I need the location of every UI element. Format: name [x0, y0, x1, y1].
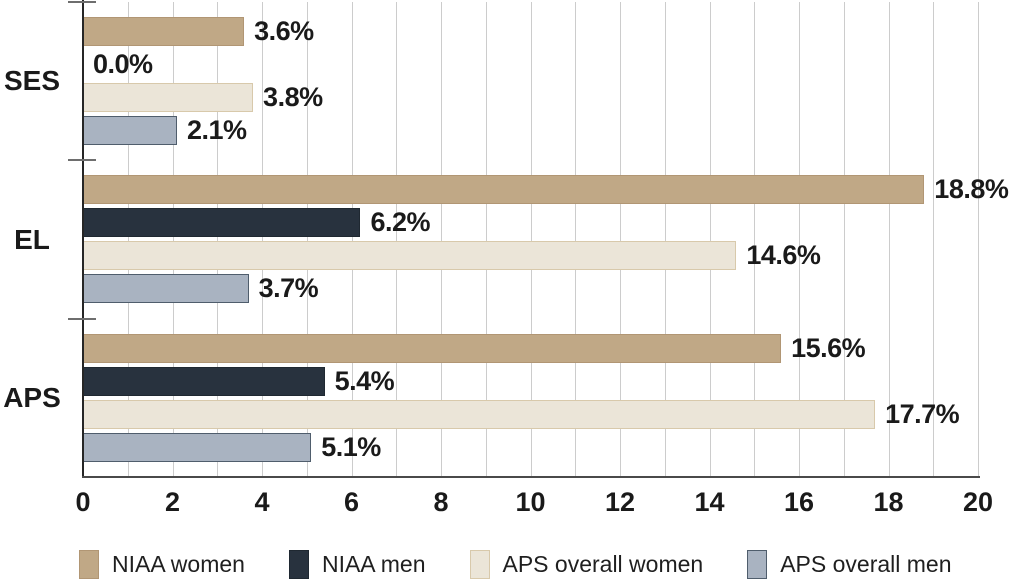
- x-tick-label-2: 2: [164, 487, 181, 517]
- y-axis-tick: [68, 159, 96, 162]
- bar-row: 3.8%: [83, 82, 978, 113]
- x-tick-label-0: 0: [75, 487, 91, 517]
- gridline: [575, 2, 577, 477]
- x-tick-label-18: 18: [873, 487, 904, 517]
- category-label-el: EL: [14, 223, 50, 255]
- bar-value-label: 18.8%: [934, 174, 1009, 205]
- bar-value-label: 2.1%: [186, 115, 247, 146]
- gridline: [530, 2, 532, 477]
- gridline: [217, 2, 219, 477]
- gridline: [351, 2, 353, 477]
- x-tick-label-16: 16: [783, 487, 815, 517]
- legend-item-niaa-women: NIAA women: [79, 550, 245, 579]
- x-tick-label-14: 14: [694, 487, 725, 517]
- bar-group-el: 18.8% 6.2% 14.6% 3.7%: [83, 160, 1009, 318]
- bar-aps-aps-overall-women: [83, 399, 876, 429]
- bar-ses-aps-overall-men: [83, 116, 177, 146]
- legend-item-aps-overall-women: APS overall women: [469, 550, 704, 579]
- x-tick-label-20: 20: [962, 487, 994, 517]
- gridline: [262, 2, 263, 477]
- gridline: [709, 2, 711, 477]
- bar-el-niaa-men: [83, 208, 361, 238]
- bar-ses-niaa-women: [83, 17, 245, 47]
- bar-row: 6.2%: [83, 207, 978, 238]
- legend-label: APS overall women: [502, 551, 704, 577]
- legend-swatch-niaa-men: [288, 550, 309, 579]
- legend-swatch-aps-overall-women: [469, 550, 490, 579]
- bar-value-label: 3.8%: [263, 82, 323, 113]
- gridline: [978, 2, 979, 477]
- gridline: [172, 2, 174, 477]
- x-tick-label-8: 8: [433, 487, 449, 517]
- bar-ses-aps-overall-women: [83, 83, 254, 113]
- bar-row: 3.6%: [83, 16, 978, 47]
- bar-value-label: 15.6%: [791, 332, 866, 363]
- legend-label: NIAA men: [321, 551, 426, 577]
- y-axis-tick: [68, 1, 96, 3]
- bar-row: 5.1%: [83, 431, 978, 462]
- plot-area: 3.6% 0.0% 3.8% 2.1% 18.8% 6.2% 14.6% 3.7% 15.6% 5…: [83, 2, 1009, 477]
- bar-row: 5.4%: [83, 365, 978, 396]
- bar-row: 17.7%: [83, 398, 978, 429]
- bar-value-label: 14.6%: [746, 240, 821, 271]
- gridline: [933, 2, 935, 477]
- bar-aps-niaa-men: [83, 366, 325, 396]
- bar-value-label: 17.7%: [885, 398, 960, 429]
- y-axis-line: [82, 0, 84, 478]
- gridline: [620, 2, 621, 477]
- gridline: [754, 2, 756, 477]
- category-label-ses: SES: [3, 65, 61, 97]
- gridline: [441, 2, 442, 477]
- bar-value-label: 5.1%: [321, 431, 381, 462]
- y-axis-tick: [68, 317, 96, 320]
- bar-value-label: 3.7%: [258, 273, 319, 304]
- legend-item-aps-overall-men: APS overall men: [747, 550, 952, 579]
- bar-value-label: 6.2%: [370, 207, 430, 238]
- legend-item-niaa-men: NIAA men: [288, 550, 426, 579]
- gridline: [799, 2, 800, 477]
- x-tick-label-12: 12: [604, 487, 636, 517]
- gridline: [396, 2, 398, 477]
- legend-swatch-niaa-women: [79, 550, 99, 579]
- bar-aps-niaa-women: [83, 333, 782, 363]
- bar-el-aps-overall-men: [83, 274, 249, 304]
- x-axis-line: [82, 476, 980, 478]
- gridline: [306, 2, 308, 477]
- bar-value-label: 5.4%: [334, 365, 395, 396]
- bar-row: 15.6%: [83, 332, 978, 363]
- legend-label: APS overall men: [780, 551, 952, 577]
- bar-row: 0.0%: [83, 50, 978, 79]
- gridline: [485, 2, 487, 477]
- bar-el-niaa-women: [83, 175, 925, 205]
- bar-group-aps: 15.6% 5.4% 17.7% 5.1%: [83, 319, 978, 477]
- bar-value-label: 3.6%: [254, 16, 314, 47]
- gridline: [843, 2, 845, 477]
- gridline: [888, 2, 890, 477]
- gridline: [664, 2, 666, 477]
- bar-row: 2.1%: [83, 115, 978, 146]
- legend-label: NIAA women: [112, 551, 245, 577]
- x-tick-label-4: 4: [254, 487, 270, 517]
- legend-swatch-aps-overall-men: [747, 550, 768, 579]
- x-tick-label-6: 6: [343, 487, 360, 517]
- category-label-aps: APS: [3, 381, 61, 413]
- bar-aps-aps-overall-men: [83, 432, 312, 462]
- bar-row: 18.8%: [83, 175, 1009, 205]
- bar-el-aps-overall-women: [83, 241, 737, 271]
- gridline: [127, 2, 129, 477]
- legend: NIAA women NIAA men APS overall women APS o…: [79, 550, 952, 579]
- bar-row: 14.6%: [83, 240, 978, 271]
- x-tick-label-10: 10: [515, 487, 546, 517]
- bar-group-ses: 3.6% 0.0% 3.8% 2.1%: [83, 2, 978, 160]
- bar-value-label: 0.0%: [93, 49, 153, 80]
- bar-row: 3.7%: [83, 273, 978, 304]
